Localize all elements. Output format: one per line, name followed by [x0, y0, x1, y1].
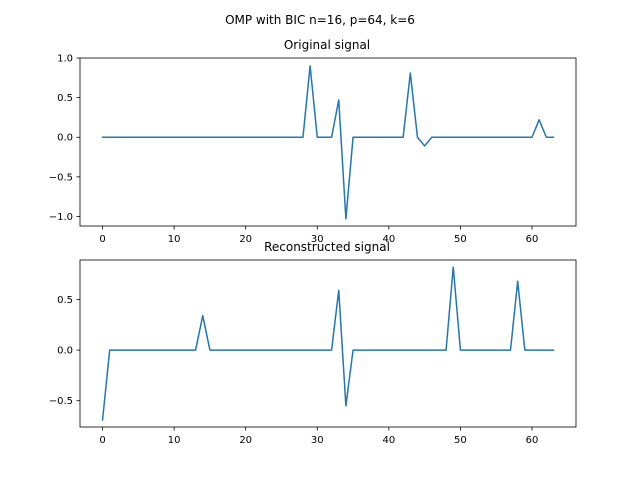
- x-tick-label-reconstructed: 20: [239, 435, 252, 446]
- y-tick-label-reconstructed: 0.5: [57, 295, 73, 306]
- y-tick-label-original: −0.5: [49, 172, 73, 183]
- subplot-title-original: Original signal: [284, 38, 370, 52]
- x-tick-label-reconstructed: 0: [99, 435, 105, 446]
- series-line-original: [101, 65, 555, 220]
- x-tick-label-reconstructed: 50: [454, 435, 467, 446]
- x-tick-label-original: 50: [454, 234, 467, 245]
- y-tick-label-original: 0.0: [57, 133, 73, 144]
- x-tick-label-original: 0: [99, 234, 105, 245]
- y-tick-label-original: 0.5: [57, 93, 73, 104]
- axes-frame-original: [79, 57, 577, 227]
- x-tick-label-original: 60: [526, 234, 539, 245]
- y-tick-label-original: −1.0: [49, 212, 73, 223]
- x-tick-label-reconstructed: 60: [526, 435, 539, 446]
- axes-reconstructed: 0 10 20 30 40 50 60 −0.5 0.0 0.5: [49, 259, 577, 446]
- x-tick-label-reconstructed: 10: [168, 435, 181, 446]
- figure-suptitle: OMP with BIC n=16, p=64, k=6: [225, 13, 415, 27]
- y-tick-label-reconstructed: −0.5: [49, 396, 73, 407]
- x-tick-label-reconstructed: 40: [382, 435, 395, 446]
- subplot-original: Original signal 0 10 20 30 40 50 60 −1.0 −0.5 0.0…: [49, 38, 577, 245]
- x-tick-label-original: 30: [311, 234, 324, 245]
- y-tick-label-original: 1.0: [57, 54, 73, 65]
- x-tick-label-original: 20: [239, 234, 252, 245]
- x-tick-label-original: 10: [168, 234, 181, 245]
- axes-frame-reconstructed: [79, 259, 577, 428]
- x-tick-label-original: 40: [382, 234, 395, 245]
- subplot-reconstructed: 0 10 20 30 40 50 60 −0.5 0.0 0.5 Reconstructed si…: [49, 240, 577, 446]
- series-line-reconstructed: [101, 266, 555, 421]
- subplot-title-reconstructed: Reconstructed signal: [264, 240, 390, 254]
- x-tick-label-reconstructed: 30: [311, 435, 324, 446]
- axes-original: 0 10 20 30 40 50 60 −1.0 −0.5 0.0 0.5 1.0: [49, 54, 577, 245]
- y-tick-label-reconstructed: 0.0: [57, 346, 73, 357]
